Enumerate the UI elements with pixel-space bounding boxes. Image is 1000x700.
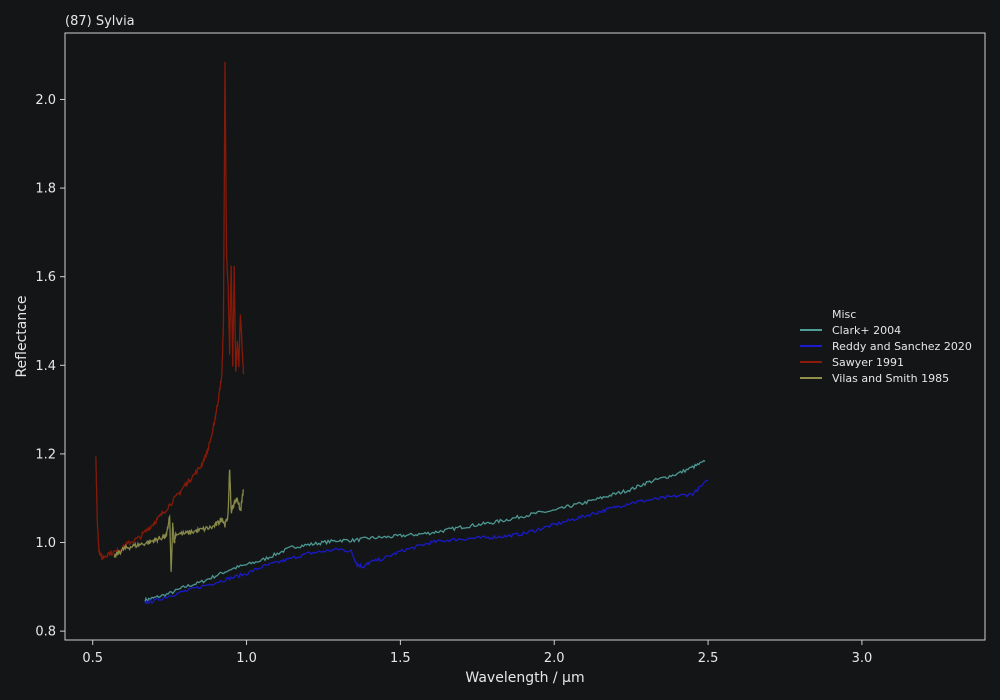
y-tick-label: 1.2	[35, 447, 56, 462]
x-tick-label: 3.0	[852, 651, 873, 666]
y-tick-label: 1.6	[35, 270, 56, 285]
legend-entry: Sawyer 1991	[832, 356, 904, 369]
series-line-4	[113, 469, 245, 572]
y-tick-label: 2.0	[35, 93, 56, 108]
plot-series	[95, 61, 709, 605]
legend-entry: Clark+ 2004	[832, 324, 901, 337]
x-axis-label: Wavelength / µm	[465, 670, 584, 686]
plot-frame	[64, 32, 986, 641]
y-tick-label: 1.8	[35, 182, 56, 197]
chart-title: (87) Sylvia	[65, 14, 135, 29]
x-tick-label: 1.5	[390, 651, 411, 666]
y-axis: 0.8 1.0 1.2 1.4 1.6 1.8 2.0	[35, 93, 65, 640]
legend-title: Misc	[832, 308, 856, 321]
y-tick-label: 1.0	[35, 536, 56, 551]
y-tick-label: 0.8	[35, 625, 56, 640]
x-tick-label: 0.5	[82, 651, 103, 666]
series-line-2	[144, 479, 709, 605]
series-line-1	[144, 459, 706, 603]
legend: Misc Clark+ 2004 Reddy and Sanchez 2020 Sa…	[800, 308, 972, 385]
x-tick-label: 2.5	[698, 651, 719, 666]
x-axis: 0.5 1.0 1.5 2.0 2.5 3.0	[82, 640, 872, 666]
y-axis-label: Reflectance	[14, 295, 30, 377]
legend-entry: Vilas and Smith 1985	[832, 372, 949, 385]
legend-entry: Reddy and Sanchez 2020	[832, 340, 972, 353]
x-tick-label: 2.0	[544, 651, 565, 666]
x-tick-label: 1.0	[236, 651, 257, 666]
y-tick-label: 1.4	[35, 359, 56, 374]
